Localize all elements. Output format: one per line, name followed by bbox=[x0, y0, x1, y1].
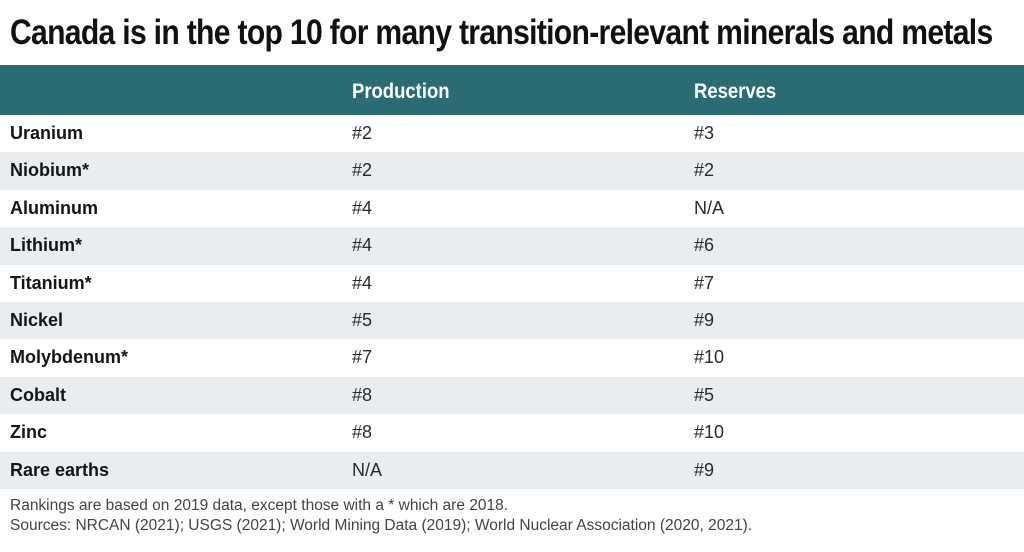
footnote-sources: Sources: NRCAN (2021); USGS (2021); Worl… bbox=[10, 517, 753, 534]
reserves-rank-cell: #7 bbox=[694, 272, 715, 293]
table-row: Cobalt #8 #5 bbox=[0, 376, 1024, 415]
production-rank-cell: #4 bbox=[352, 272, 373, 293]
reserves-rank-cell: #9 bbox=[694, 309, 715, 330]
production-rank-cell: #2 bbox=[352, 160, 373, 181]
column-header-reserves: Reserves bbox=[694, 80, 777, 103]
table-body: Uranium #2 #3 Niobium* #2 #2 Aluminum #4 N/A Lith… bbox=[0, 115, 1024, 489]
production-rank-cell: #8 bbox=[352, 422, 373, 443]
mineral-name-cell: Aluminum bbox=[10, 197, 98, 218]
table-row: Molybdenum* #7 #10 bbox=[0, 339, 1024, 376]
mineral-name-cell: Molybdenum* bbox=[10, 347, 129, 368]
mineral-name-cell: Cobalt bbox=[10, 384, 66, 405]
production-rank-cell: #7 bbox=[352, 347, 373, 368]
mineral-name-cell: Nickel bbox=[10, 309, 64, 330]
reserves-rank-cell: #10 bbox=[694, 347, 725, 368]
footnotes: Rankings are based on 2019 data, except … bbox=[10, 496, 752, 536]
production-rank-cell: N/A bbox=[352, 459, 383, 480]
production-rank-cell: #4 bbox=[352, 197, 373, 218]
table-row: Rare earths N/A #9 bbox=[0, 451, 1024, 489]
reserves-rank-cell: #2 bbox=[694, 160, 715, 181]
table-row: Aluminum #4 N/A bbox=[0, 190, 1024, 227]
production-rank-cell: #8 bbox=[352, 384, 373, 405]
table-row: Lithium* #4 #6 bbox=[0, 227, 1024, 265]
column-header-production: Production bbox=[352, 80, 450, 103]
mineral-name-cell: Zinc bbox=[10, 422, 48, 443]
reserves-rank-cell: #6 bbox=[694, 235, 715, 256]
reserves-rank-cell: #3 bbox=[694, 123, 715, 143]
table-header: Production Reserves bbox=[0, 65, 1024, 115]
mineral-name-cell: Lithium* bbox=[10, 235, 82, 256]
mineral-name-cell: Rare earths bbox=[10, 459, 110, 480]
table-row: Zinc #8 #10 bbox=[0, 414, 1024, 451]
table-row: Titanium* #4 #7 bbox=[0, 265, 1024, 302]
ranking-table: Production Reserves Uranium #2 #3 Niobium* #… bbox=[0, 65, 1024, 489]
reserves-rank-cell: #5 bbox=[694, 384, 715, 405]
table-row: Uranium #2 #3 bbox=[0, 115, 1024, 152]
reserves-rank-cell: #10 bbox=[694, 422, 725, 443]
production-rank-cell: #5 bbox=[352, 309, 373, 330]
reserves-rank-cell: #9 bbox=[694, 459, 715, 480]
mineral-name-cell: Titanium* bbox=[10, 272, 92, 293]
production-rank-cell: #2 bbox=[352, 123, 373, 143]
footnote-rankings: Rankings are based on 2019 data, except … bbox=[10, 497, 509, 514]
chart-title: Canada is in the top 10 for many transit… bbox=[10, 13, 993, 52]
table-row: Niobium* #2 #2 bbox=[0, 152, 1024, 190]
production-rank-cell: #4 bbox=[352, 235, 373, 256]
reserves-rank-cell: N/A bbox=[694, 197, 725, 218]
mineral-name-cell: Uranium bbox=[10, 123, 84, 143]
table-row: Nickel #5 #9 bbox=[0, 301, 1024, 340]
mineral-name-cell: Niobium* bbox=[10, 160, 89, 181]
